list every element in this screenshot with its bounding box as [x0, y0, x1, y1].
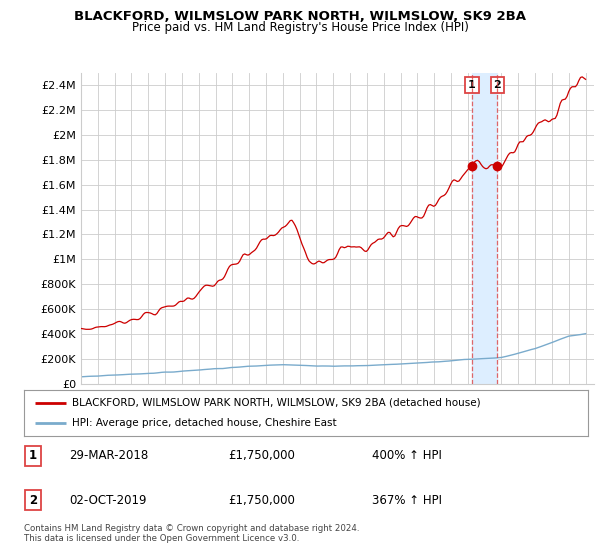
Text: £1,750,000: £1,750,000 [228, 494, 295, 507]
Text: Contains HM Land Registry data © Crown copyright and database right 2024.
This d: Contains HM Land Registry data © Crown c… [24, 524, 359, 543]
Text: 2: 2 [493, 80, 501, 90]
Text: 400% ↑ HPI: 400% ↑ HPI [372, 449, 442, 462]
Text: 367% ↑ HPI: 367% ↑ HPI [372, 494, 442, 507]
Text: 1: 1 [468, 80, 476, 90]
Text: HPI: Average price, detached house, Cheshire East: HPI: Average price, detached house, Ches… [72, 418, 337, 428]
Text: 2: 2 [29, 494, 37, 507]
Text: BLACKFORD, WILMSLOW PARK NORTH, WILMSLOW, SK9 2BA (detached house): BLACKFORD, WILMSLOW PARK NORTH, WILMSLOW… [72, 398, 481, 408]
Text: 29-MAR-2018: 29-MAR-2018 [69, 449, 148, 462]
Text: Price paid vs. HM Land Registry's House Price Index (HPI): Price paid vs. HM Land Registry's House … [131, 21, 469, 34]
Text: £1,750,000: £1,750,000 [228, 449, 295, 462]
Bar [472, 73, 497, 384]
Text: 1: 1 [29, 449, 37, 462]
Text: 02-OCT-2019: 02-OCT-2019 [69, 494, 146, 507]
Text: BLACKFORD, WILMSLOW PARK NORTH, WILMSLOW, SK9 2BA: BLACKFORD, WILMSLOW PARK NORTH, WILMSLOW… [74, 10, 526, 23]
